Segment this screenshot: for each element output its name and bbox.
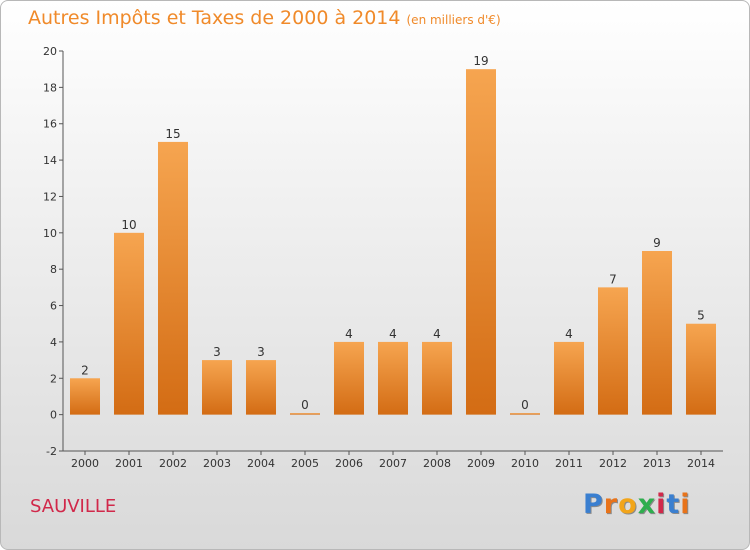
bar <box>598 287 628 415</box>
bar-value-label: 0 <box>521 398 529 412</box>
y-tick-label: 4 <box>50 336 57 349</box>
bar <box>554 341 584 415</box>
x-tick-label: 2011 <box>555 457 583 470</box>
bar <box>246 360 276 415</box>
y-tick-label: 8 <box>50 263 57 276</box>
bar <box>378 341 408 415</box>
logo-letter: i <box>680 489 691 520</box>
x-tick-label: 2007 <box>379 457 407 470</box>
bar-value-label: 10 <box>121 218 136 232</box>
x-tick-label: 2008 <box>423 457 451 470</box>
bar <box>422 341 452 415</box>
y-tick-label: 6 <box>50 300 57 313</box>
y-tick-label: 20 <box>43 45 57 58</box>
bar-value-label: 3 <box>257 345 265 359</box>
logo-letter: x <box>637 489 657 520</box>
x-tick-label: 2009 <box>467 457 495 470</box>
y-tick-label: 14 <box>43 154 57 167</box>
x-tick-label: 2013 <box>643 457 671 470</box>
bar-value-label: 0 <box>301 398 309 412</box>
x-tick-label: 2010 <box>511 457 539 470</box>
proxiti-logo[interactable]: Proxiti <box>583 489 691 520</box>
title-unit: (en milliers d'€) <box>406 13 501 27</box>
bar <box>466 69 496 415</box>
title-main: Autres Impôts et Taxes de 2000 à 2014 <box>28 7 401 29</box>
logo-letter: t <box>666 489 681 520</box>
y-tick-label: 2 <box>50 372 57 385</box>
bar-value-label: 2 <box>81 363 89 377</box>
x-tick-label: 2003 <box>203 457 231 470</box>
bar <box>290 413 320 415</box>
y-tick-label: 12 <box>43 190 57 203</box>
x-tick-label: 2000 <box>71 457 99 470</box>
bar <box>686 323 716 415</box>
bar <box>334 341 364 415</box>
x-tick-label: 2004 <box>247 457 275 470</box>
bar <box>510 413 540 415</box>
x-tick-label: 2012 <box>599 457 627 470</box>
x-tick-label: 2006 <box>335 457 363 470</box>
bar <box>202 360 232 415</box>
x-tick-label: 2005 <box>291 457 319 470</box>
bar-value-label: 5 <box>697 309 705 323</box>
bar-value-label: 4 <box>345 327 353 341</box>
bar-value-label: 4 <box>433 327 441 341</box>
logo-letter: o <box>618 489 638 520</box>
y-tick-label: 0 <box>50 409 57 422</box>
y-tick-label: 10 <box>43 227 57 240</box>
x-tick-label: 2002 <box>159 457 187 470</box>
logo-letter: i <box>656 489 667 520</box>
bar-value-label: 4 <box>565 327 573 341</box>
bar-value-label: 7 <box>609 272 617 286</box>
x-tick-label: 2014 <box>687 457 715 470</box>
bar-value-label: 4 <box>389 327 397 341</box>
y-tick-label: 16 <box>43 118 57 131</box>
town-name: SAUVILLE <box>30 496 117 517</box>
bar <box>642 251 672 415</box>
logo-letter: r <box>603 489 619 520</box>
bar <box>158 141 188 415</box>
bar-value-label: 19 <box>473 54 488 68</box>
y-tick-label: 18 <box>43 81 57 94</box>
y-tick-label: -2 <box>46 445 57 458</box>
logo-letter: P <box>583 489 604 520</box>
bar <box>70 378 100 415</box>
bar <box>114 232 144 415</box>
bar-value-label: 15 <box>165 127 180 141</box>
chart-title: Autres Impôts et Taxes de 2000 à 2014 (en… <box>28 7 501 29</box>
bar-value-label: 3 <box>213 345 221 359</box>
bar-value-label: 9 <box>653 236 661 250</box>
x-tick-label: 2001 <box>115 457 143 470</box>
